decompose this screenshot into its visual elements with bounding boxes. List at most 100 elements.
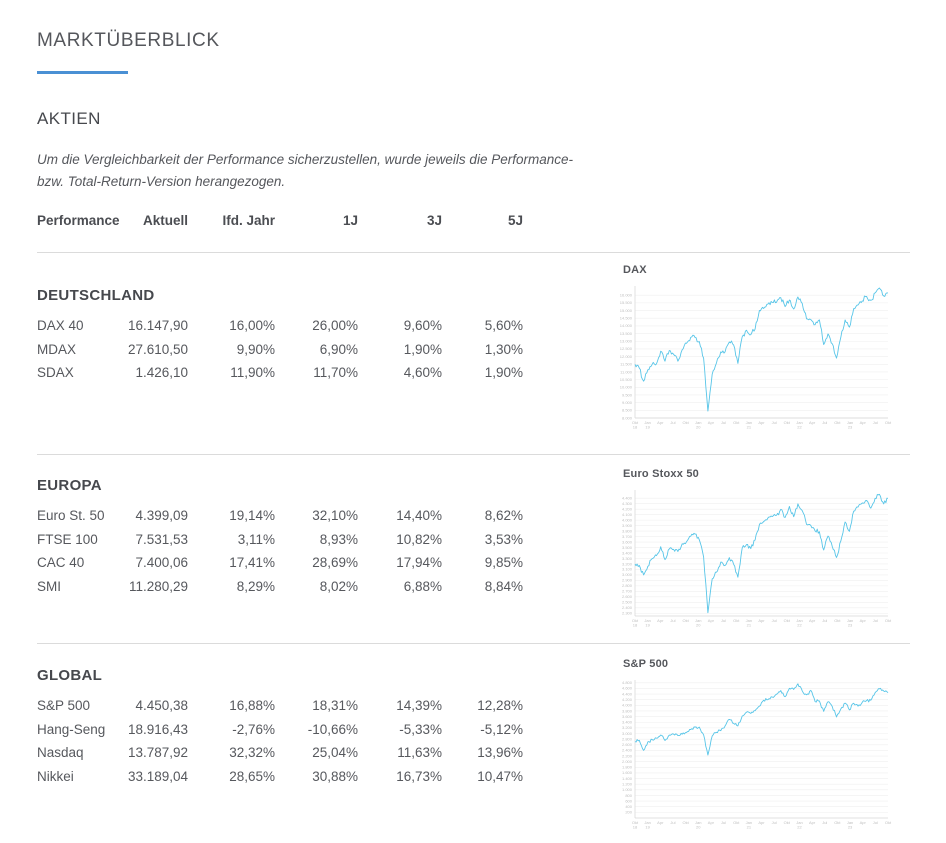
- chart-canvas: 16.000 15.500 15.000 14.500 14.000 13.500 13.0…: [620, 281, 892, 431]
- section-title: DEUTSCHLAND: [37, 287, 155, 304]
- svg-text:Apr: Apr: [860, 820, 867, 825]
- x-axis-tick-labels: Okt 18 Jan 19 Apr Jul Okt Jan 20 Apr Jul Okt Jan 21 Ap…: [632, 618, 892, 628]
- y-axis-tick-label: 2.600: [622, 742, 633, 747]
- index-value: 25,04%: [312, 745, 358, 761]
- chart-price-line: [634, 493, 889, 614]
- index-value: 17,94%: [396, 555, 442, 571]
- index-value: 6,90%: [319, 341, 358, 357]
- index-value: 13,96%: [477, 745, 523, 761]
- svg-text:Okt: Okt: [885, 618, 892, 623]
- table-row: Hang-Seng 18.916,43 -2,76% -10,66% -5,33% -5,…: [37, 718, 537, 742]
- svg-text:Apr: Apr: [758, 820, 765, 825]
- y-axis-tick-label: 3.000: [622, 572, 633, 577]
- svg-text:Okt: Okt: [733, 820, 740, 825]
- index-label: SDAX: [37, 365, 74, 381]
- svg-text:Jul: Jul: [873, 820, 878, 825]
- y-axis-tick-label: 2.000: [622, 759, 633, 764]
- chart-svg: 4.8004.6004.4004.2004.0003.8003.6003.400…: [622, 680, 892, 830]
- index-value: 4.399,09: [135, 508, 188, 524]
- index-label: CAC 40: [37, 555, 85, 571]
- index-value: 10,47%: [477, 768, 523, 784]
- y-axis-tick-label: 4.800: [622, 680, 633, 685]
- chart-title: Euro Stoxx 50: [623, 468, 699, 480]
- index-value: 3,53%: [484, 531, 523, 547]
- index-value: 17,41%: [229, 555, 275, 571]
- table-header-row: Performance Aktuell Ifd. Jahr 1J 3J 5J: [37, 213, 523, 228]
- y-axis-tick-label: 15.000: [620, 308, 633, 313]
- index-value: 8,93%: [319, 531, 358, 547]
- index-value: 9,60%: [403, 318, 442, 334]
- y-axis-tick-label: 4.000: [622, 517, 633, 522]
- y-axis-tick-label: 3.100: [622, 567, 633, 572]
- y-axis-tick-label: 2.400: [622, 748, 633, 753]
- col-header-performance: Performance: [37, 213, 120, 228]
- chart-dax: DAX 16.000 15.500 15.000 14.500 14.000 13.500…: [620, 264, 892, 431]
- table-row: DAX 40 16.147,90 16,00% 26,00% 9,60% 5,60%: [37, 314, 537, 338]
- index-label: S&P 500: [37, 698, 91, 714]
- y-axis-tick-label: 11.000: [620, 369, 633, 374]
- index-value: -5,33%: [399, 721, 442, 737]
- section-deutschland: DEUTSCHLAND DAX 40 16.147,90 16,00% 26,00% 9…: [37, 287, 537, 385]
- y-axis-tick-label: 10.500: [620, 377, 633, 382]
- index-value: 26,00%: [312, 318, 358, 334]
- y-axis-tick-label: 1.000: [622, 787, 633, 792]
- index-value: 7.400,06: [135, 555, 188, 571]
- y-axis-tick-label: 3.300: [622, 556, 633, 561]
- svg-text:Jul: Jul: [721, 618, 726, 623]
- chart-svg: 4.4004.3004.2004.1004.0003.9003.8003.700…: [622, 490, 892, 628]
- index-value: 32,32%: [229, 745, 275, 761]
- chart-price-line: [634, 287, 888, 412]
- section-divider: [37, 454, 910, 455]
- y-axis-tick-label: 16.000: [620, 293, 633, 298]
- disclaimer-line-2: bzw. Total-Return-Version herangezogen.: [37, 174, 286, 189]
- index-value: 1,90%: [484, 365, 523, 381]
- y-axis-tick-label: 2.200: [622, 753, 633, 758]
- chart-price-line: [634, 683, 889, 756]
- index-value: 28,69%: [312, 555, 358, 571]
- index-value: 8,62%: [484, 508, 523, 524]
- svg-text:Okt: Okt: [733, 420, 740, 425]
- index-label: DAX 40: [37, 318, 84, 334]
- index-value: 11,90%: [230, 365, 275, 381]
- svg-text:Apr: Apr: [708, 420, 715, 425]
- y-axis-tick-label: 4.200: [622, 506, 633, 511]
- table-row: FTSE 100 7.531,53 3,11% 8,93% 10,82% 3,53%: [37, 528, 537, 552]
- y-axis-tick-label: 4.200: [622, 697, 633, 702]
- svg-text:Okt: Okt: [682, 618, 689, 623]
- y-axis-tick-label: 2.600: [622, 594, 633, 599]
- y-axis-tick-label: 3.000: [622, 731, 633, 736]
- y-axis-tick-label: 1.200: [622, 782, 633, 787]
- chart-gridlines: 16.000 15.500 15.000 14.500 14.000 13.500 13.0…: [620, 293, 888, 420]
- table-row: Euro St. 50 4.399,09 19,14% 32,10% 14,40% 8,6…: [37, 504, 537, 528]
- index-value: 14,39%: [396, 698, 442, 714]
- y-axis-tick-label: 3.200: [622, 725, 633, 730]
- y-axis-tick-label: 11.500: [620, 362, 633, 367]
- svg-text:Jul: Jul: [772, 618, 777, 623]
- svg-text:Jul: Jul: [721, 420, 726, 425]
- svg-text:Apr: Apr: [657, 820, 664, 825]
- index-value: 4.450,38: [135, 698, 188, 714]
- section-divider: [37, 643, 910, 644]
- x-axis-tick-labels: Okt 18 Jan 19 Apr Jul Okt Jan 20 Apr Jul Okt Jan 21 Ap…: [632, 420, 892, 430]
- disclaimer-line-1: Um die Vergleichbarkeit der Performance …: [37, 152, 573, 167]
- section-title: EUROPA: [37, 477, 102, 494]
- svg-text:Okt: Okt: [834, 420, 841, 425]
- svg-text:Okt: Okt: [885, 420, 892, 425]
- y-axis-tick-label: 8.500: [622, 408, 633, 413]
- svg-text:Apr: Apr: [708, 618, 715, 623]
- col-header-3j: 3J: [426, 213, 442, 228]
- col-header-aktuell: Aktuell: [142, 213, 188, 228]
- y-axis-tick-label: 4.000: [622, 703, 633, 708]
- y-axis-tick-label: 13.500: [620, 331, 633, 336]
- y-axis-tick-label: 4.400: [622, 691, 633, 696]
- svg-text:Apr: Apr: [809, 820, 816, 825]
- index-value: 1,90%: [403, 341, 442, 357]
- page-title: MARKTÜBERBLICK: [37, 30, 220, 51]
- svg-text:Jul: Jul: [822, 820, 827, 825]
